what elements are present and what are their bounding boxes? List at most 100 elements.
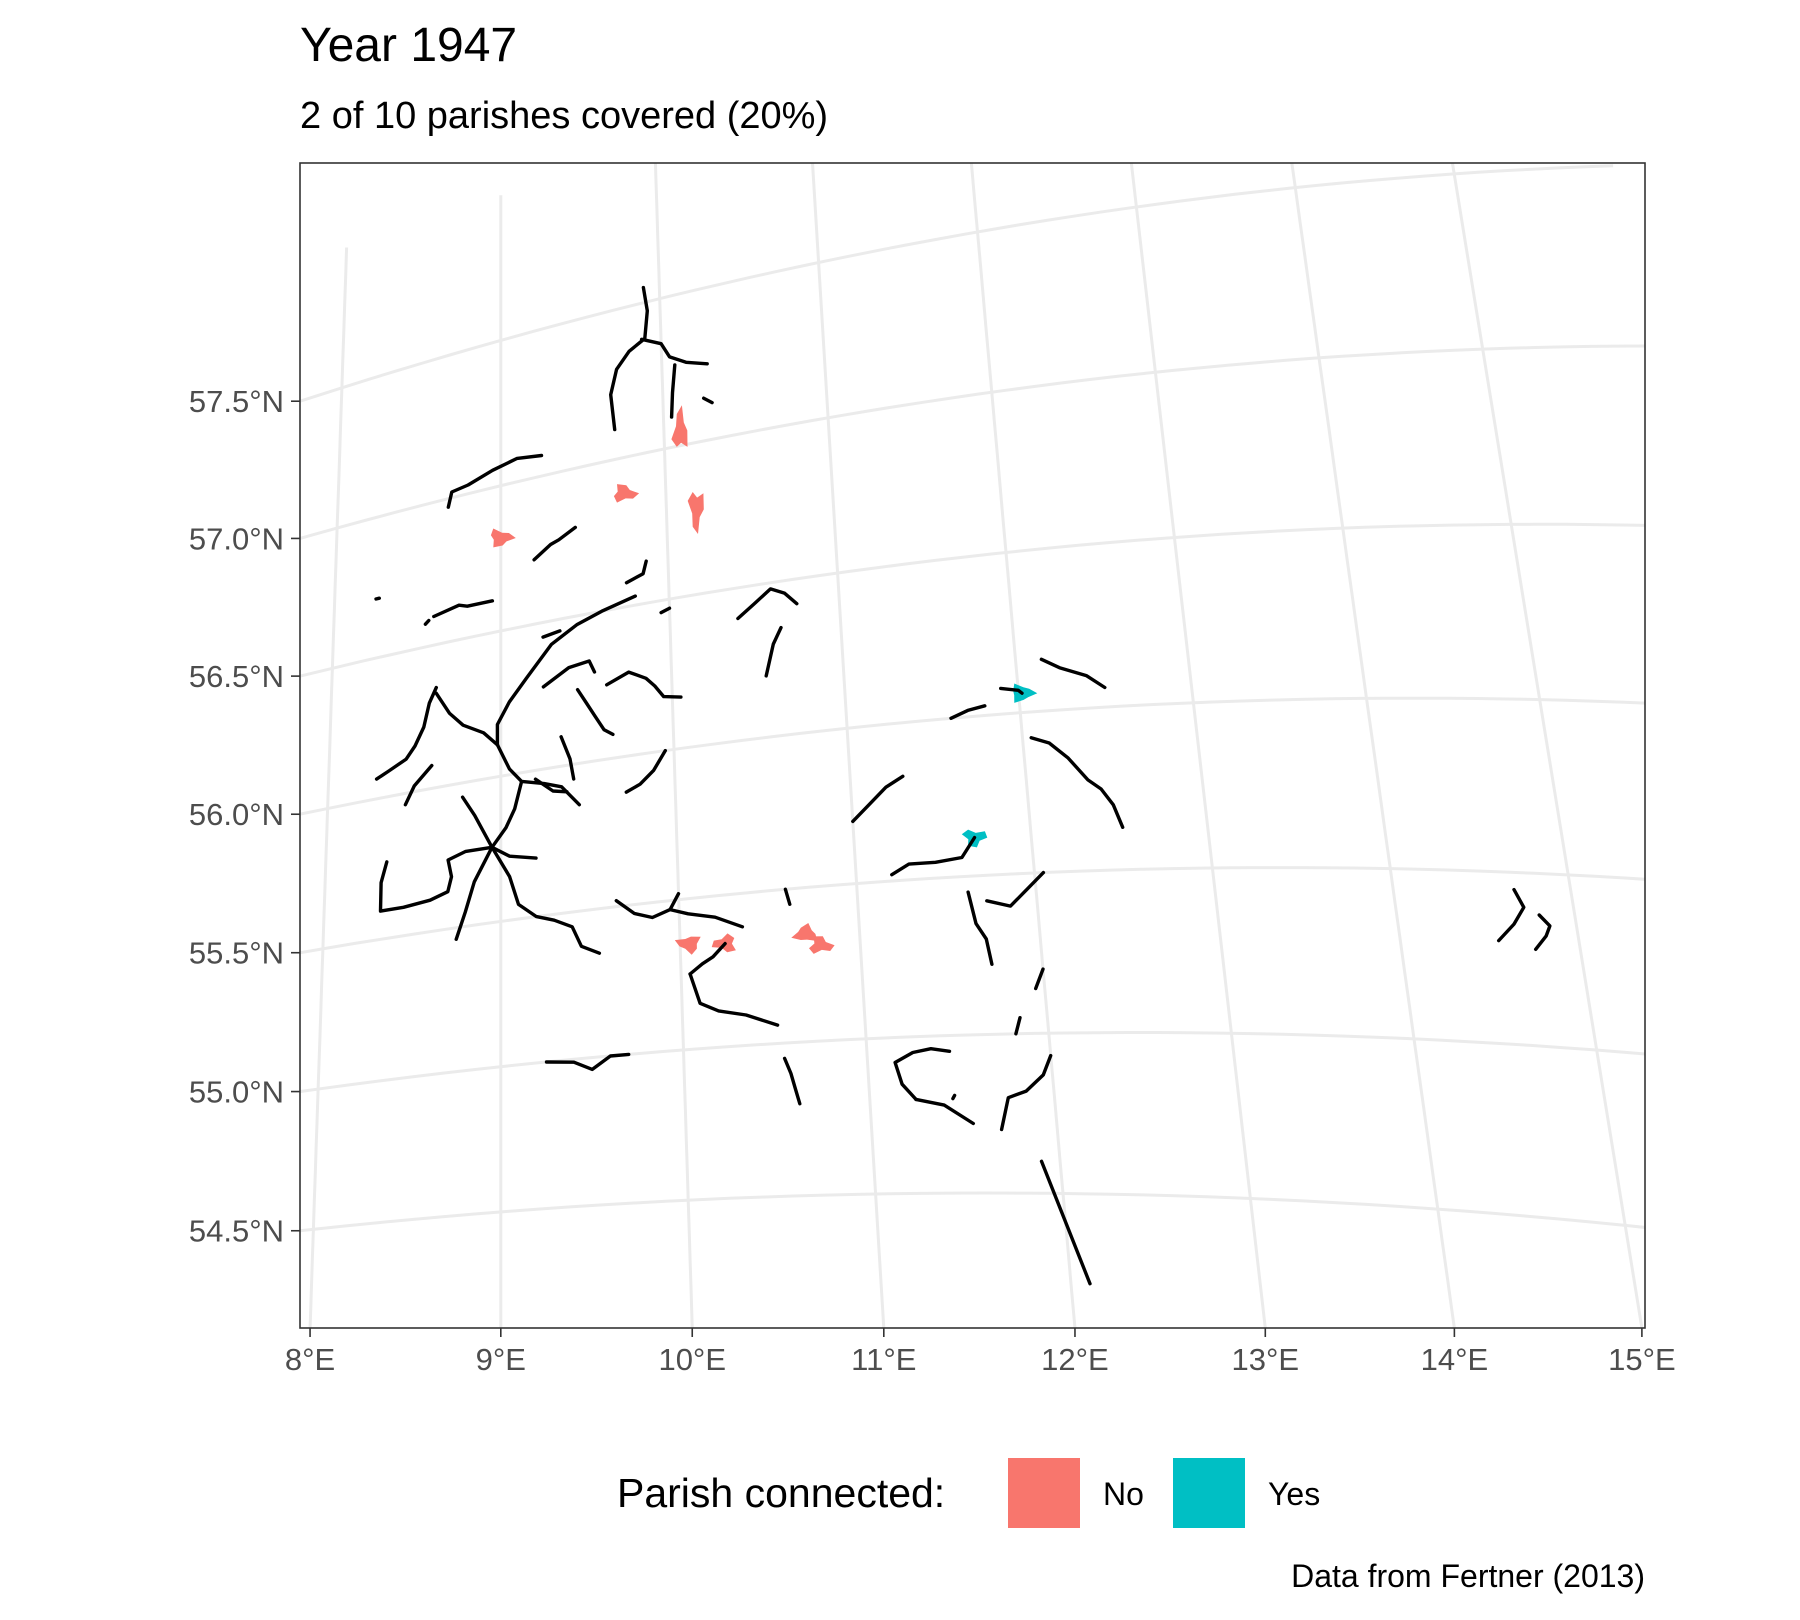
railway-line [432,599,495,619]
panel-background [300,163,1645,1328]
railway-line [605,670,683,699]
y-axis: 54.5°N 55.0°N 55.5°N 56.0°N 56.5°N 57.0°N 57.5… [189,384,300,1249]
railway-line [688,972,780,1027]
railway-line [659,606,672,615]
railway-line [374,596,381,601]
railway-line [374,685,438,781]
graticule [213,163,1800,1428]
railway-line [1497,887,1526,943]
parish-not-connected [671,405,688,447]
railway-line [490,845,602,955]
railway-line [736,587,799,621]
railway-line [533,777,569,794]
railway-line [1029,736,1125,829]
x-tick-label: 13°E [1232,1342,1300,1377]
railway-line [914,1097,975,1126]
y-tick-label: 57.0°N [189,521,284,556]
railway-line [460,795,494,849]
parish-not-connected [613,484,640,503]
railway-line [851,774,905,824]
legend: Parish connected: No Yes [617,1458,1320,1528]
railway-line [949,704,987,720]
railway-line [1039,1159,1092,1286]
x-tick-label: 12°E [1041,1342,1109,1377]
railway-line [668,892,681,912]
y-tick-label: 54.5°N [189,1214,284,1249]
railway-line [1034,967,1045,991]
railway-line [951,1093,957,1101]
parallel-line [300,1191,1645,1233]
railway-line [782,1056,802,1106]
railway-line [999,1053,1053,1132]
railway-line [624,559,648,585]
y-tick-label: 55.5°N [189,936,284,971]
parish-not-connected [687,492,704,534]
railway-line [575,688,615,737]
x-tick-label: 10°E [658,1342,726,1377]
parallel-line [300,866,1645,955]
y-tick-label: 56.5°N [189,659,284,694]
railway-line [669,363,677,419]
railway-line [890,835,977,877]
panel-border [299,162,1646,1329]
parish-not-connected [791,923,818,941]
railway-line [999,686,1024,695]
railway-line [1534,913,1552,951]
x-tick-label: 11°E [851,1342,916,1377]
parish-connected [1013,683,1038,703]
y-tick-label: 55.0°N [189,1075,284,1110]
legend-title: Parish connected: [617,1470,945,1516]
railway-line [378,845,494,913]
railway-line [454,845,494,941]
railway-line [434,691,500,747]
x-axis: 8°E 9°E 10°E 11°E 12°E 13°E 14°E 15°E [285,1328,1676,1377]
parallel-line [300,164,1614,403]
map-panel [213,162,1800,1428]
railway-line [624,748,667,794]
railway-line [985,870,1046,908]
railway-line [764,625,783,678]
legend-key-yes [1173,1458,1245,1528]
y-tick-label: 57.5°N [189,384,284,419]
x-tick-label: 9°E [476,1342,526,1377]
railway-line [688,941,727,976]
parish-not-connected [490,528,516,548]
railway-line [495,594,637,747]
railway-line [783,887,792,906]
railway-line [639,337,709,366]
legend-label-yes: Yes [1268,1476,1320,1512]
railway-line [423,618,431,626]
y-tick-label: 56.0°N [189,797,284,832]
x-tick-label: 8°E [285,1342,335,1377]
railway-line [490,779,524,849]
railway-line [541,659,597,689]
x-tick-label: 15°E [1608,1342,1676,1377]
railway-line [609,285,649,432]
parish-not-connected [674,936,701,955]
parallel-line [300,344,1645,540]
parallel-line [213,1349,1800,1428]
railway-line [490,845,538,860]
railway-line [532,525,577,562]
railway-lines [374,285,1552,1286]
railway-line [702,396,714,405]
parallel-line [300,696,1645,816]
parish-polygons [490,405,1038,955]
parallel-line [300,522,1645,678]
railway-line [559,735,576,781]
railway-line [966,890,994,966]
chart-subtitle: 2 of 10 parishes covered (20%) [300,95,828,137]
x-tick-label: 14°E [1421,1342,1489,1377]
parallel-line [300,1031,1645,1094]
chart-caption: Data from Fertner (2013) [1291,1558,1645,1594]
railway-line [1039,657,1107,690]
railway-line [893,1047,952,1102]
legend-key-no [1008,1458,1080,1528]
railway-line [403,763,434,807]
railway-line [544,1052,631,1072]
railway-line [446,453,544,509]
legend-label-no: No [1103,1476,1144,1512]
parish-not-connected [809,936,835,954]
railway-line [495,743,581,807]
